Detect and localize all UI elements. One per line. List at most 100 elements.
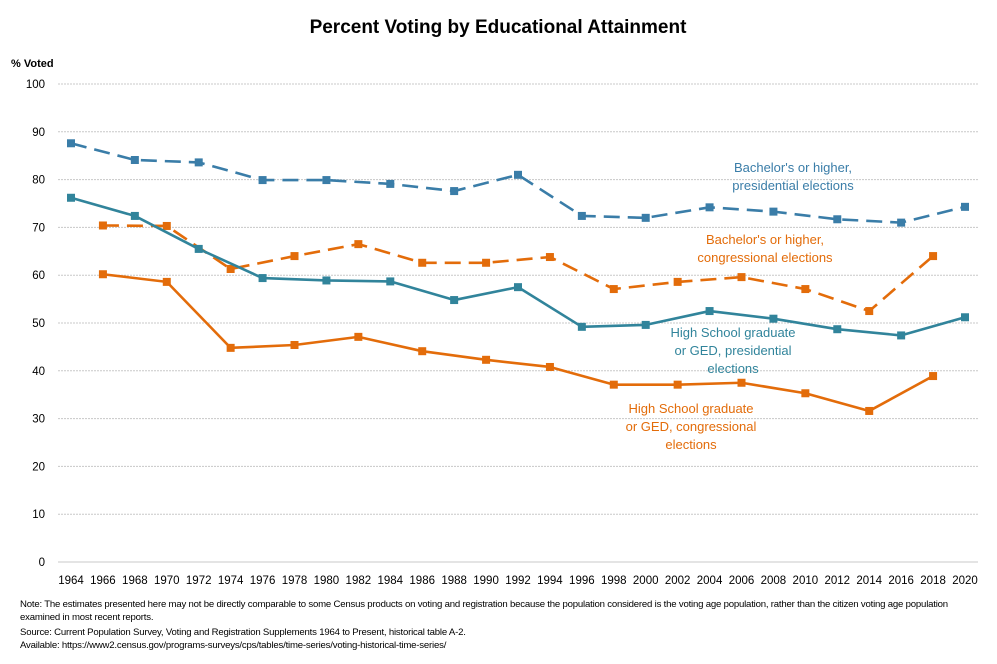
data-point [162,277,171,286]
data-point [162,221,171,230]
data-point [705,203,714,212]
data-point [482,355,491,364]
series-labels: Bachelor's or higher, presidential electi… [626,160,855,452]
data-point [609,380,618,389]
y-tick-label: 50 [32,318,45,330]
data-point [354,240,363,249]
x-tick-label: 2008 [761,575,787,587]
data-point [67,193,75,202]
data-point [98,270,107,279]
data-point [130,211,139,220]
x-tick-label: 1990 [473,575,499,587]
x-tick-label: 1978 [282,575,308,587]
y-tick-label: 30 [32,414,45,426]
series-label: congressional elections [697,250,833,265]
y-tick-label: 70 [32,222,45,234]
x-tick-label: 1992 [505,575,531,587]
series-label: or GED, presidential [674,343,791,358]
x-tick-label: 1988 [441,575,467,587]
series-label: High School graduate [628,401,753,416]
data-point [98,221,107,230]
series-label: elections [707,361,759,376]
x-tick-label: 2004 [697,575,723,587]
data-point [769,314,778,323]
x-tick-label: 2014 [856,575,882,587]
data-point [258,176,267,185]
data-point [386,277,395,286]
x-tick-label: 1966 [90,575,116,587]
data-point [545,362,554,371]
y-tick-label: 40 [32,366,45,378]
data-point [482,258,491,267]
data-point [737,378,746,387]
x-tick-label: 2000 [633,575,659,587]
data-point [673,277,682,286]
chart-title: Percent Voting by Educational Attainment [310,17,688,38]
y-tick-label: 90 [32,127,45,139]
data-point [418,258,427,267]
gridlines [58,83,978,563]
data-point [897,331,906,340]
series-label: Bachelor's or higher, [734,160,852,175]
x-tick-label: 1996 [569,575,595,587]
data-point [290,340,299,349]
x-tick-label: 1972 [186,575,212,587]
y-tick-label: 60 [32,270,45,282]
series-line [70,142,966,224]
data-point [194,158,203,167]
x-tick-label: 1974 [218,575,244,587]
data-point [67,139,75,148]
y-tick-label: 20 [32,461,45,473]
x-tick-label: 1968 [122,575,148,587]
x-tick-label: 2002 [665,575,691,587]
data-point [897,218,906,227]
x-tick-label: 1982 [346,575,372,587]
available-link[interactable]: Available: https://www2.census.gov/progr… [20,640,447,651]
y-axis-label: % Voted [11,58,54,70]
x-tick-label: 1970 [154,575,180,587]
data-point [609,285,618,294]
x-tick-label: 1976 [250,575,276,587]
data-point [961,202,969,211]
x-tick-label: 1998 [601,575,627,587]
data-point [194,244,203,253]
footnotes: Note: The estimates presented here may n… [20,598,985,652]
x-tick-label: 2010 [793,575,819,587]
data-point [769,207,778,216]
series-label: presidential elections [732,178,854,193]
x-tick-label: 2016 [888,575,914,587]
data-point [130,156,139,165]
series-label: elections [665,437,717,452]
series-label: or GED, congressional [626,419,757,434]
data-point [641,213,650,222]
data-point [961,313,969,322]
data-point [290,252,299,261]
data-point [833,325,842,334]
data-point [514,283,522,292]
data-point [801,389,810,398]
y-tick-label: 80 [32,175,45,187]
data-point [386,179,395,188]
data-point [418,347,427,356]
data-point [737,273,746,282]
data-point [258,274,267,283]
data-point [545,253,554,262]
series-label: High School graduate [670,325,795,340]
x-tick-label: 1964 [58,575,84,587]
data-point [673,380,682,389]
data-point [705,307,714,316]
data-point [514,170,522,179]
data-point [865,406,874,415]
series-line [102,224,934,313]
note-text: Note: The estimates presented here may n… [20,599,948,623]
data-point [865,307,874,316]
data-point [577,322,586,331]
data-point [929,372,938,381]
series-line [102,272,934,413]
data-point [354,332,363,341]
y-tick-label: 100 [26,79,45,91]
y-tick-label: 10 [32,509,45,521]
x-tick-label: 2012 [824,575,850,587]
